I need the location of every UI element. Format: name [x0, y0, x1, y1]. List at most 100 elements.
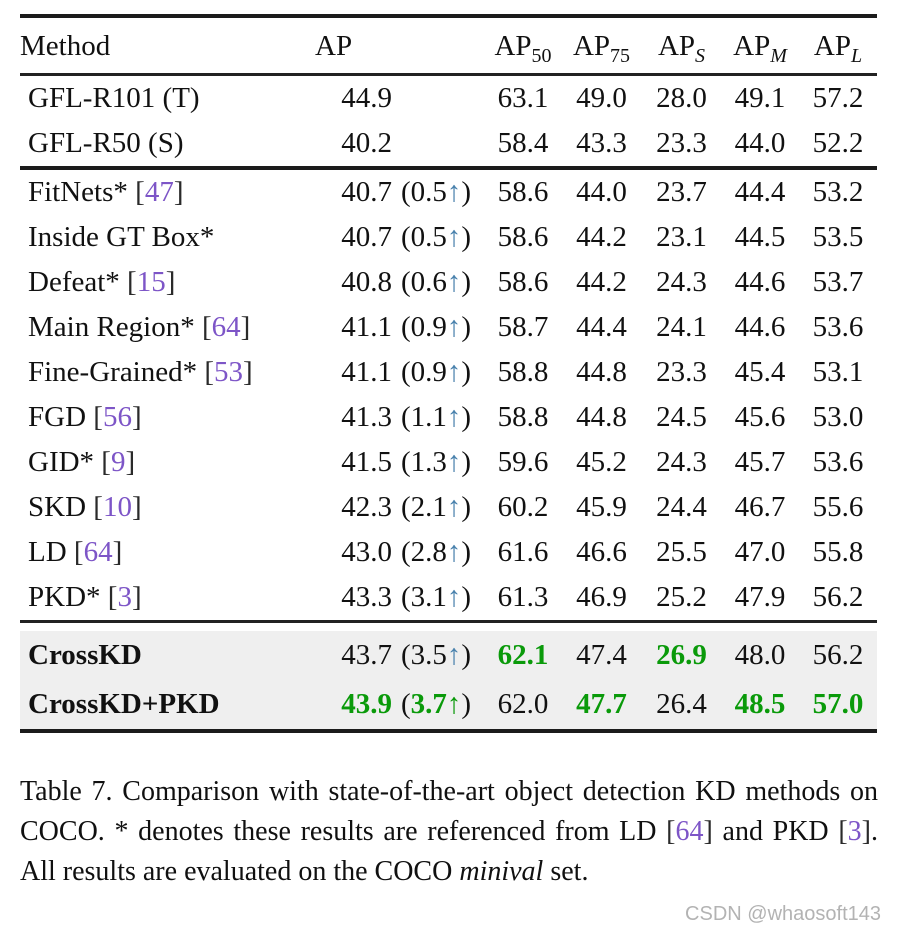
- metric-value-cell: 45.4: [721, 350, 799, 395]
- delta-paren: ): [461, 639, 472, 671]
- ap-delta: (3.7↑): [392, 688, 471, 720]
- column-header-ap: AP: [315, 14, 485, 76]
- up-arrow-icon: ↑: [446, 221, 462, 253]
- metric-value-cell: 24.4: [642, 485, 721, 530]
- metric-value-cell: 44.5: [721, 215, 799, 260]
- metric-value: 60.2: [497, 491, 549, 523]
- method-cell: GFL-R101 (T): [20, 75, 315, 122]
- metric-value: 47.0: [734, 536, 786, 568]
- metric-value-cell: 47.0: [721, 530, 799, 575]
- metric-value-cell: 44.6: [721, 305, 799, 350]
- column-header-subscript: S: [695, 44, 706, 67]
- metric-value: 49.0: [576, 82, 627, 114]
- metric-value: 45.6: [734, 401, 786, 433]
- metric-value: 56.2: [812, 639, 864, 671]
- metric-value-cell: 48.5: [721, 680, 799, 733]
- metric-value: 28.0: [656, 82, 707, 114]
- column-header-subscript: M: [770, 44, 787, 67]
- metric-value: 24.3: [656, 266, 707, 298]
- ap-cell: 40.2: [315, 121, 485, 170]
- metric-value-cell: 23.3: [642, 121, 721, 170]
- table-row-ld: LD [64] 43.0 (2.8↑) 61.6 46.6 25.5 47.0 55.8: [20, 530, 877, 575]
- ap-delta: (0.5↑): [392, 221, 471, 253]
- delta-paren: (: [401, 266, 411, 298]
- metric-value: 48.5: [734, 688, 786, 720]
- table-row-fine-grained: Fine-Grained* [53] 41.1 (0.9↑) 58.8 44.8 23.3…: [20, 350, 877, 395]
- metric-value-cell: 44.0: [721, 121, 799, 170]
- ap-value: 43.3: [341, 581, 392, 613]
- metric-value-cell: 55.8: [799, 530, 877, 575]
- ap-cell: 43.7 (3.5↑): [315, 631, 485, 680]
- method-name: GFL-R50 (S): [28, 127, 184, 159]
- metric-value: 58.8: [497, 401, 549, 433]
- column-header-apl: APL: [799, 14, 877, 76]
- metric-value-cell: 53.1: [799, 350, 877, 395]
- metric-value: 57.2: [812, 82, 864, 114]
- metric-value-cell: 49.0: [561, 75, 642, 122]
- metric-value: 45.4: [734, 356, 786, 388]
- metric-value: 53.7: [812, 266, 864, 298]
- method-name: FitNets*: [28, 176, 128, 208]
- metric-value-cell: 56.2: [799, 575, 877, 623]
- metric-value: 43.3: [576, 127, 627, 159]
- metric-value: 47.9: [734, 581, 786, 613]
- metric-value: 46.6: [576, 536, 627, 568]
- column-header-aps: APS: [642, 14, 721, 76]
- ap-value: 40.8: [341, 266, 392, 298]
- ap-cell: 43.3 (3.1↑): [315, 575, 485, 623]
- delta-paren: ): [461, 491, 472, 523]
- method-cell: LD [64]: [20, 530, 315, 575]
- metric-value-cell: 24.1: [642, 305, 721, 350]
- metric-value: 24.5: [656, 401, 707, 433]
- metric-value-cell: 44.4: [721, 168, 799, 215]
- delta-paren: (: [401, 221, 411, 253]
- citation-bracket: ]: [240, 311, 251, 343]
- citation-bracket: [: [194, 311, 212, 343]
- delta-value: 1.1: [410, 401, 447, 433]
- header-row: Method AP AP50 AP75 APS APM APL: [20, 14, 877, 76]
- ap-value: 40.7: [341, 221, 392, 253]
- delta-paren: (: [401, 401, 411, 433]
- method-cell: Defeat* [15]: [20, 260, 315, 305]
- ap-value: 41.3: [341, 401, 392, 433]
- citation-bracket: ]: [243, 356, 253, 388]
- delta-paren: ): [461, 356, 472, 388]
- metric-value: 25.2: [656, 581, 707, 613]
- ap-value: 40.2: [341, 127, 392, 159]
- metric-value-cell: 23.3: [642, 350, 721, 395]
- metric-value-cell: 53.6: [799, 305, 877, 350]
- metric-value-cell: 28.0: [642, 75, 721, 122]
- citation-number: 15: [136, 266, 166, 298]
- method-name: CrossKD+PKD: [28, 688, 220, 720]
- metric-value-cell: 52.2: [799, 121, 877, 170]
- metric-value-cell: 48.0: [721, 631, 799, 680]
- citation-bracket: [: [119, 266, 137, 298]
- table-row-inside-gt-box: Inside GT Box* 40.7 (0.5↑) 58.6 44.2 23.1 44.5…: [20, 215, 877, 260]
- up-arrow-icon: ↑: [446, 311, 462, 343]
- metric-value-cell: 44.0: [561, 168, 642, 215]
- caption-citation-number: 3: [847, 816, 862, 847]
- metric-value: 44.2: [576, 221, 627, 253]
- delta-paren: ): [461, 266, 472, 298]
- ap-value: 40.7: [341, 176, 392, 208]
- ap-delta: (1.3↑): [392, 446, 471, 478]
- delta-value: 0.9: [410, 356, 447, 388]
- up-arrow-icon: ↑: [446, 266, 462, 298]
- metric-value-cell: 60.2: [485, 485, 561, 530]
- metric-value-cell: 49.1: [721, 75, 799, 122]
- metric-value: 58.6: [497, 266, 549, 298]
- delta-paren: ): [461, 221, 472, 253]
- metric-value: 58.7: [497, 311, 549, 343]
- metric-value: 25.5: [656, 536, 707, 568]
- metric-value-cell: 57.2: [799, 75, 877, 122]
- delta-paren: (: [401, 311, 411, 343]
- ap-delta: (3.1↑): [392, 581, 471, 613]
- metric-value-cell: 63.1: [485, 75, 561, 122]
- metric-value-cell: 25.5: [642, 530, 721, 575]
- method-name: Main Region*: [28, 311, 195, 343]
- method-cell: Main Region* [64]: [20, 305, 315, 350]
- metric-value: 57.0: [812, 688, 864, 720]
- delta-paren: ): [461, 311, 472, 343]
- citation-bracket: ]: [131, 491, 142, 523]
- metric-value: 46.9: [576, 581, 627, 613]
